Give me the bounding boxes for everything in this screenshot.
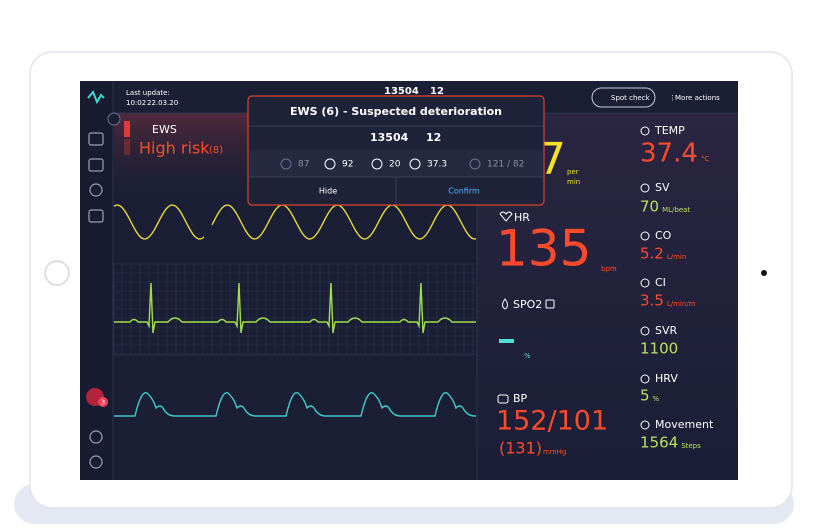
param-label: CI: [655, 276, 666, 289]
spot-check-button[interactable]: [591, 87, 656, 108]
spot-check-label: Spot check: [611, 94, 651, 102]
bed: 12: [430, 86, 444, 97]
ews-bar: [124, 139, 130, 155]
last-update-label: Last update:: [126, 89, 170, 97]
spo2-badge: [545, 299, 555, 309]
alert-badge: [98, 397, 108, 407]
hr-label: HR: [514, 211, 530, 224]
param-label: SV: [655, 181, 670, 194]
help-icon[interactable]: [89, 430, 103, 444]
param-label: CO: [655, 229, 672, 242]
param-unit: ML/beat: [662, 206, 690, 214]
more-actions-dots: ⋮: [669, 94, 676, 102]
update-time: 10:02: [126, 99, 146, 107]
vital-icon: [409, 158, 421, 170]
confirm-button[interactable]: Confirm: [448, 187, 480, 196]
hr-value: 135: [496, 220, 591, 278]
vital-icon: [324, 158, 336, 170]
resp-wave: [113, 204, 477, 240]
logo: [87, 90, 105, 105]
bp-value: 152/101: [496, 406, 608, 437]
bp-icon: [497, 394, 509, 404]
param-value: 5.2: [640, 245, 664, 263]
param-label: HRV: [655, 372, 678, 385]
hr-icon: [499, 211, 513, 222]
param-unit: L/min: [667, 253, 686, 261]
param-value: 37.4: [640, 139, 698, 169]
param-value: 70: [640, 198, 659, 216]
hide-button[interactable]: Hide: [319, 187, 337, 196]
param-value: 1564: [640, 434, 678, 452]
nav-icon[interactable]: [88, 132, 104, 146]
pleth-wave: [114, 392, 476, 417]
hr-unit: bpm: [601, 265, 617, 273]
ecg-wave: [114, 282, 476, 334]
spo2-label: SPO2: [513, 298, 542, 311]
patient-id: 13504: [384, 86, 419, 97]
vital-icon: [469, 158, 481, 170]
vital-value: 92: [342, 160, 353, 170]
spo2-icon: [502, 298, 508, 310]
param-icon: [640, 278, 650, 288]
nav-icon[interactable]: [88, 209, 104, 223]
param-unit: %: [653, 395, 660, 403]
param-unit: °C: [701, 155, 710, 163]
param-icon: [640, 126, 650, 136]
vital-value: 121 / 82: [487, 160, 524, 170]
badge-count: 3: [101, 399, 105, 407]
home-button[interactable]: [44, 260, 70, 286]
param-value: 5: [640, 387, 650, 405]
vital-icon: [371, 158, 383, 170]
param-icon: [640, 231, 650, 241]
param-value: 3.5: [640, 292, 664, 310]
vital-value: 20: [389, 160, 401, 170]
vital-value: 37.3: [427, 160, 447, 170]
param-label: Movement: [655, 418, 714, 431]
vital-icon: [280, 158, 292, 170]
spo2-unit: %: [524, 352, 531, 360]
vital-value: 87: [298, 160, 309, 170]
ews-score: (8): [209, 145, 223, 156]
rr-unit: min: [567, 178, 580, 186]
param-icon: [640, 183, 650, 193]
settings-icon[interactable]: [89, 455, 103, 469]
modal-title: EWS (6) - Suspected deterioration: [290, 105, 502, 118]
more-actions[interactable]: More actions: [675, 94, 720, 102]
modal-bed: 12: [426, 131, 441, 144]
param-unit: Steps: [681, 442, 701, 450]
modal-vitals-row: [249, 150, 543, 177]
nav-icon[interactable]: [88, 158, 104, 172]
update-date: 22.03.20: [147, 99, 178, 107]
camera: [761, 270, 767, 276]
spo2-dash: [499, 339, 514, 343]
ews-label: EWS: [152, 123, 177, 136]
ecg-grid: [113, 263, 478, 356]
ews-bar: [124, 121, 130, 137]
ews-risk: High risk: [139, 139, 210, 158]
param-value: 1100: [640, 340, 678, 358]
collapse-button[interactable]: [107, 112, 121, 126]
sidebar: [80, 81, 113, 480]
bp-label: BP: [513, 392, 528, 405]
param-label: SVR: [655, 324, 678, 337]
rr-unit: per: [567, 168, 579, 176]
param-icon: [640, 326, 650, 336]
param-icon: [640, 420, 650, 430]
param-icon: [640, 374, 650, 384]
param-label: TEMP: [654, 124, 685, 137]
nav-icon[interactable]: [89, 183, 103, 197]
bp-mean: (131): [499, 439, 542, 458]
param-unit: L/min/m: [667, 300, 696, 308]
modal-patient-id: 13504: [370, 131, 409, 144]
bp-unit: mmHg: [543, 448, 566, 456]
